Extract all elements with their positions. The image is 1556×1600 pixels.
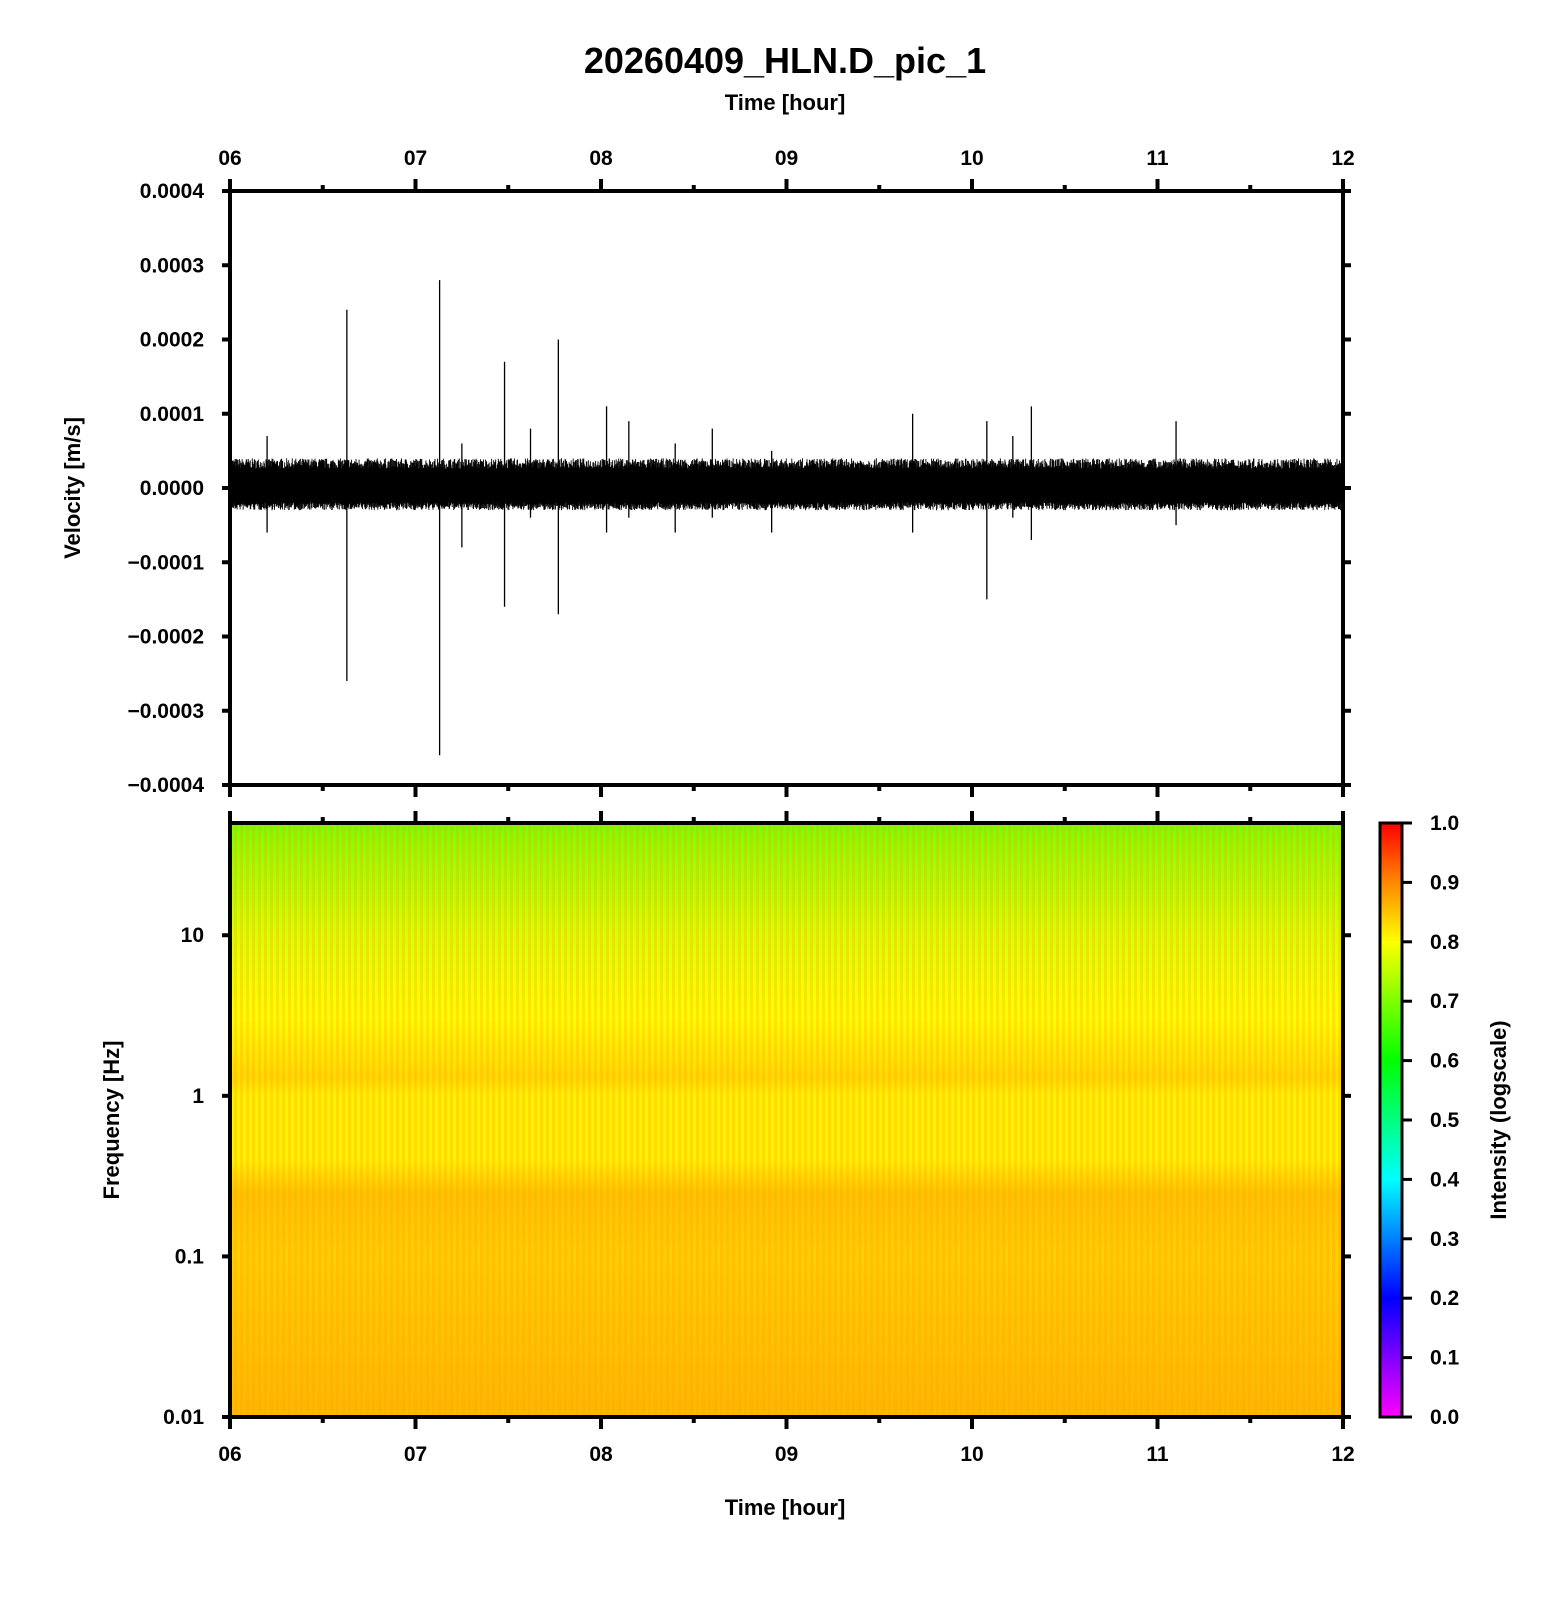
waveform-y-tick-label: 0.0004	[140, 180, 205, 203]
colorbar-tick-label: 0.2	[1430, 1287, 1459, 1310]
colorbar-tick-label: 0.1	[1430, 1347, 1460, 1370]
colorbar-tick-label: 0.9	[1430, 871, 1459, 894]
waveform-y-tick-label: −0.0004	[128, 774, 205, 797]
waveform-y-tick-label: −0.0002	[128, 626, 205, 649]
spectrogram-x-tick-label: 08	[589, 1443, 613, 1466]
spectrogram-y-tick-label: 10	[181, 924, 204, 947]
spectrogram-x-tick-label: 06	[218, 1443, 241, 1466]
spectrogram-x-tick-label: 10	[960, 1443, 983, 1466]
waveform-x-tick-label: 07	[404, 147, 427, 170]
waveform-trace	[229, 280, 1344, 756]
spectrogram-x-tick-label: 09	[775, 1443, 798, 1466]
spectrogram-x-ticks: 06 07 08 09 10 11 12	[218, 811, 1355, 1466]
waveform-x-tick-label: 10	[960, 147, 983, 170]
waveform-y-tick-label: 0.0000	[140, 477, 204, 500]
waveform-x-tick-label: 11	[1146, 147, 1169, 170]
bottom-x-axis-label: Time [hour]	[725, 1495, 846, 1520]
colorbar-tick-label: 0.4	[1430, 1168, 1460, 1191]
spectrogram-y-tick-label: 0.1	[175, 1245, 205, 1268]
waveform-x-tick-label: 12	[1331, 147, 1354, 170]
colorbar-tick-label: 0.0	[1430, 1406, 1459, 1429]
spectrogram-y-axis-label: Frequency [Hz]	[99, 1041, 124, 1200]
waveform-y-tick-label: −0.0001	[128, 551, 205, 574]
spectrogram-y-tick-label: 1	[192, 1085, 204, 1108]
colorbar-tick-label: 0.5	[1430, 1109, 1460, 1132]
waveform-panel: 0.0004 0.0003 0.0002 0.0001 0.0000 −0.0001 −0.…	[60, 147, 1355, 797]
waveform-x-tick-label: 06	[218, 147, 241, 170]
colorbar-gradient	[1378, 821, 1404, 1419]
colorbar-label: Intensity (logscale)	[1486, 1020, 1511, 1219]
spectrogram-x-tick-label: 07	[404, 1443, 427, 1466]
spectrogram-x-tick-label: 12	[1331, 1443, 1354, 1466]
waveform-x-tick-label: 08	[589, 147, 613, 170]
waveform-x-ticks: 06 07 08 09 10 11 12	[218, 147, 1355, 797]
spectrogram-y-tick-label: 0.01	[163, 1406, 204, 1429]
colorbar-tick-label: 1.0	[1430, 812, 1459, 835]
colorbar: 1.0 0.9 0.8 0.7 0.6 0.5 0.4 0.3 0.2 0.1 0.0 Intens…	[1378, 812, 1511, 1429]
spectrogram-panel: 10 1 0.1 0.01 06 07 08 09 10 11 12 Time [hour] Fr…	[99, 811, 1355, 1520]
colorbar-tick-label: 0.3	[1430, 1228, 1459, 1251]
colorbar-tick-label: 0.8	[1430, 931, 1460, 954]
waveform-y-tick-label: 0.0001	[140, 403, 205, 426]
waveform-y-axis-label: Velocity [m/s]	[60, 417, 85, 559]
spectrogram-x-tick-label: 11	[1146, 1443, 1169, 1466]
chart-title: 20260409_HLN.D_pic_1	[584, 40, 986, 81]
waveform-y-tick-label: 0.0003	[140, 254, 204, 277]
colorbar-ticks: 1.0 0.9 0.8 0.7 0.6 0.5 0.4 0.3 0.2 0.1 0.0	[1402, 812, 1460, 1429]
waveform-y-ticks: 0.0004 0.0003 0.0002 0.0001 0.0000 −0.0001 −0.…	[128, 180, 1351, 797]
spectrogram-y-ticks: 10 1 0.1 0.01	[163, 924, 1351, 1429]
waveform-x-tick-label: 09	[775, 147, 798, 170]
waveform-y-tick-label: −0.0003	[128, 700, 205, 723]
spectrogram-texture	[230, 823, 1343, 1417]
waveform-y-tick-label: 0.0002	[140, 329, 204, 352]
colorbar-tick-label: 0.7	[1430, 990, 1459, 1013]
top-x-axis-label: Time [hour]	[725, 90, 846, 115]
colorbar-tick-label: 0.6	[1430, 1050, 1459, 1073]
waveform-core	[230, 470, 1343, 502]
